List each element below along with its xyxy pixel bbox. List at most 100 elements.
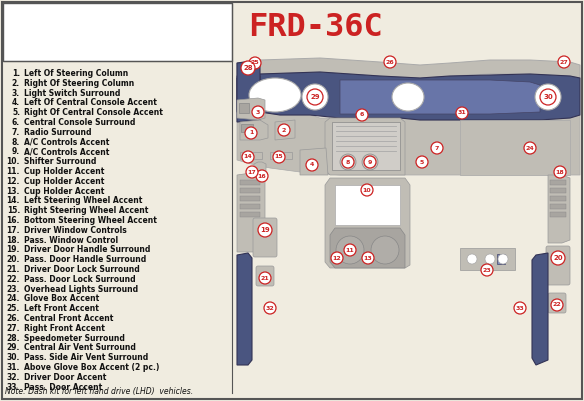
Text: Pass. Door Lock Surround: Pass. Door Lock Surround [24,275,135,284]
FancyBboxPatch shape [335,185,400,225]
Circle shape [558,56,570,68]
Circle shape [256,170,268,182]
Circle shape [362,154,378,170]
Circle shape [344,244,356,256]
Circle shape [514,302,526,314]
Text: 22.: 22. [6,275,20,284]
Text: 21: 21 [260,275,269,281]
Text: Cup Holder Accent: Cup Holder Accent [24,186,105,196]
Circle shape [241,61,255,75]
Text: 16.: 16. [6,216,20,225]
Text: 26: 26 [385,59,394,65]
Polygon shape [340,80,540,114]
Text: Left Front Accent: Left Front Accent [24,304,99,313]
Text: 20.: 20. [6,255,20,264]
Text: 18: 18 [555,170,564,174]
Circle shape [524,142,536,154]
Polygon shape [254,162,266,178]
Text: 13.: 13. [6,186,20,196]
Text: 2.: 2. [12,79,20,88]
Text: Driver Door Accent: Driver Door Accent [24,373,106,382]
Text: 1: 1 [249,130,253,136]
FancyBboxPatch shape [550,204,566,209]
FancyBboxPatch shape [253,218,277,257]
Circle shape [342,156,354,168]
Text: Right Of Central Console Accent: Right Of Central Console Accent [24,108,163,117]
Text: 31.: 31. [6,363,20,372]
Text: Light Switch Surround: Light Switch Surround [24,89,120,97]
FancyBboxPatch shape [332,122,400,170]
Text: Left Steering Wheel Accent: Left Steering Wheel Accent [24,196,142,205]
Text: 23.: 23. [6,285,20,294]
Circle shape [356,109,368,121]
Text: Right Steering Wheel Accent: Right Steering Wheel Accent [24,206,148,215]
FancyBboxPatch shape [270,152,292,159]
Text: 8: 8 [346,160,350,164]
Circle shape [331,252,343,264]
Text: 11: 11 [346,247,354,253]
Text: Pass. Side Air Vent Surround: Pass. Side Air Vent Surround [24,353,148,362]
Circle shape [361,184,373,196]
Text: 6.: 6. [12,118,20,127]
Text: Central Air Vent Surround: Central Air Vent Surround [24,343,136,352]
Text: 24.: 24. [6,294,20,304]
Circle shape [307,89,323,105]
Text: Cup Holder Accent: Cup Holder Accent [24,177,105,186]
Text: 23: 23 [482,267,491,273]
Text: 32.: 32. [6,373,20,382]
Polygon shape [237,110,580,175]
Text: 7: 7 [435,146,439,150]
FancyBboxPatch shape [240,204,260,209]
Text: 9: 9 [368,160,372,164]
Text: Pass. Window Control: Pass. Window Control [24,236,118,245]
Text: Ford Mustang 2005 – 2009: Ford Mustang 2005 – 2009 [39,31,193,41]
Text: 7.: 7. [12,128,20,137]
FancyBboxPatch shape [546,246,570,285]
Polygon shape [240,120,268,140]
Circle shape [535,84,561,110]
Text: 12: 12 [333,255,342,261]
Polygon shape [237,72,580,120]
Text: A/C Controls Accent: A/C Controls Accent [24,148,109,156]
Circle shape [481,264,493,276]
Circle shape [416,156,428,168]
FancyBboxPatch shape [550,180,566,185]
FancyBboxPatch shape [240,180,260,185]
Polygon shape [532,253,548,365]
Polygon shape [237,60,260,122]
FancyBboxPatch shape [460,120,570,175]
Text: Pass. Door Handle Surround: Pass. Door Handle Surround [24,255,146,264]
Circle shape [252,106,264,118]
Text: 18.: 18. [6,236,20,245]
Text: 14.: 14. [6,196,20,205]
Circle shape [246,166,258,178]
Text: Shifter Surround: Shifter Surround [24,157,96,166]
Circle shape [245,127,257,139]
Circle shape [485,254,495,264]
Text: 25: 25 [251,61,259,65]
Text: 30.: 30. [6,353,20,362]
FancyBboxPatch shape [497,254,505,264]
Text: Right Of Steering Column: Right Of Steering Column [24,79,134,88]
FancyBboxPatch shape [550,212,566,217]
Text: Coupe, Automatic and Manual
Transmission, Full Kit: Coupe, Automatic and Manual Transmission… [36,41,196,61]
Text: 3.: 3. [12,89,20,97]
Ellipse shape [392,83,424,111]
Circle shape [551,251,565,265]
Text: Glove Box Accent: Glove Box Accent [24,294,99,304]
Circle shape [258,223,272,237]
Text: 28.: 28. [6,334,20,342]
Text: 2: 2 [282,128,286,132]
Text: 17.: 17. [6,226,20,235]
Circle shape [456,107,468,119]
Text: Overhead Lights Surround: Overhead Lights Surround [24,285,138,294]
Text: 32: 32 [266,306,274,310]
Polygon shape [330,228,405,268]
Text: 29: 29 [310,94,320,100]
Text: FRD-36C: FRD-36C [248,12,383,43]
Text: 27: 27 [559,59,568,65]
Polygon shape [237,253,252,365]
Text: 9.: 9. [12,148,20,156]
Text: 24: 24 [526,146,534,150]
Text: 14: 14 [244,154,252,160]
